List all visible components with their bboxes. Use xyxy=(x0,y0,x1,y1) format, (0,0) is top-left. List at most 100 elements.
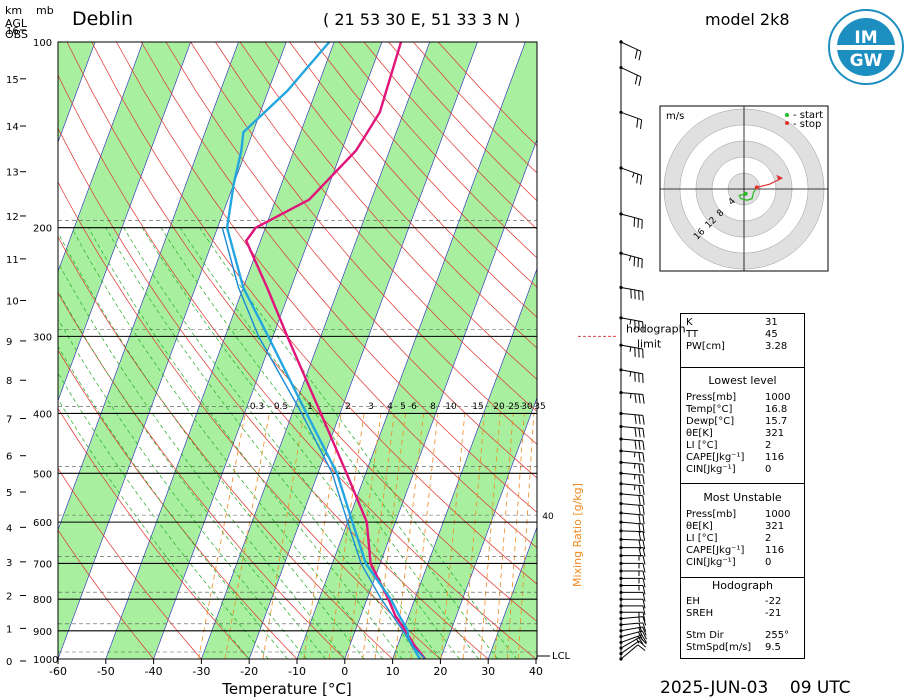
moist-adiabat xyxy=(88,227,403,659)
lowest-level-title: Lowest level xyxy=(708,374,777,387)
agl-label: AGL xyxy=(5,17,27,30)
isotherm-line xyxy=(58,42,239,531)
pressure-tick-label: 200 xyxy=(33,224,52,235)
mixing-ratio-label: 3 xyxy=(368,402,374,412)
km-tick-label: 7 xyxy=(6,414,12,425)
barb-full xyxy=(642,547,646,557)
index-label: TT xyxy=(686,329,699,340)
km-tick-label: 3 xyxy=(6,558,12,569)
barb-full xyxy=(638,440,641,450)
indices-basic: K 31 TT 45 PW[cm] 3.28 xyxy=(681,317,804,368)
barb-full xyxy=(642,523,645,534)
km-tick-label: 5 xyxy=(6,488,12,499)
index-value: 2 xyxy=(765,533,772,544)
barb-full xyxy=(634,427,637,437)
barb-shaft xyxy=(620,640,640,654)
barb-full xyxy=(634,49,638,59)
barb-full xyxy=(638,76,642,86)
barb-full xyxy=(638,539,642,550)
mixing-ratio-label: 35 xyxy=(534,402,545,412)
most-unstable-title: Most Unstable xyxy=(703,491,782,504)
barb-half xyxy=(629,319,632,325)
wind-barb xyxy=(620,344,644,359)
hodograph-arrow xyxy=(776,174,783,181)
barb-full xyxy=(638,623,643,633)
wind-barb xyxy=(620,392,645,404)
wind-barb-point xyxy=(619,623,623,627)
barb-shaft xyxy=(620,213,643,221)
wind-barb xyxy=(620,317,644,331)
barb-full xyxy=(641,630,647,640)
wind-barb xyxy=(621,555,646,565)
legend-start-dot xyxy=(785,113,789,117)
barb-full xyxy=(638,394,641,404)
barb-full xyxy=(642,578,646,588)
x-tick-label: -10 xyxy=(288,665,306,678)
isotherm-band xyxy=(201,42,478,659)
hodograph-start xyxy=(743,191,748,196)
mixing-ratio-label: 8 xyxy=(430,402,436,412)
station-title: Deblin xyxy=(72,8,133,30)
index-label: PW[cm] xyxy=(686,341,725,352)
moist-adiabat xyxy=(105,227,422,659)
dry-adiabat xyxy=(58,292,346,659)
index-label: Press[mb] xyxy=(686,392,737,403)
dry-adiabat xyxy=(239,42,537,380)
wind-barb xyxy=(620,41,642,61)
barb-full xyxy=(638,627,643,637)
mixing-ratio-axis-title: Mixing Ratio [g/kg] xyxy=(571,483,584,587)
index-label: CIN[Jkg⁻¹] xyxy=(686,464,736,475)
index-label: Temp[°C] xyxy=(686,404,733,415)
dry-adiabat xyxy=(58,529,154,659)
index-label: Dewp[°C] xyxy=(686,416,735,427)
wind-barb xyxy=(621,584,646,595)
wind-barb xyxy=(621,562,646,573)
mixing-ratio-label: 0.5 xyxy=(274,402,288,412)
x-tick-label: 0 xyxy=(341,665,348,678)
barb-full xyxy=(642,605,646,615)
hodograph-ring-label: 4 xyxy=(727,196,738,207)
valid-datetime: 2025-JUN-03 09 UTC xyxy=(660,678,851,698)
moist-adiabat xyxy=(71,227,384,659)
barb-full xyxy=(642,440,645,451)
wind-barb xyxy=(621,591,646,602)
mixing-ratio-label: 25 xyxy=(508,402,519,412)
index-label: CIN[Jkg⁻¹] xyxy=(686,557,736,568)
barb-full xyxy=(639,119,643,130)
barb-shaft xyxy=(620,426,643,429)
isotherm-line xyxy=(296,42,526,659)
x-tick-label: -50 xyxy=(97,665,115,678)
hodograph-limit-label: hodograph xyxy=(626,322,686,335)
index-value: 0 xyxy=(765,464,772,475)
barb-full xyxy=(638,414,641,425)
barb-shaft xyxy=(620,616,643,620)
pressure-tick-label: 100 xyxy=(33,38,52,49)
index-value: 45 xyxy=(765,329,778,340)
km-tick-label: 4 xyxy=(6,523,12,534)
wind-barb xyxy=(621,577,646,588)
barb-full xyxy=(642,495,645,506)
barb-shaft xyxy=(620,644,639,660)
wind-barb xyxy=(621,598,646,609)
km-tick-label: 0 xyxy=(6,657,12,668)
barb-full xyxy=(634,440,637,450)
barb-full xyxy=(642,531,646,541)
barb-full xyxy=(642,626,647,636)
barb-full xyxy=(636,118,639,128)
hodograph-limit-label: limit xyxy=(637,337,662,350)
barb-full xyxy=(638,485,641,495)
isotherm-line xyxy=(487,526,537,659)
wind-barb xyxy=(620,626,647,637)
mixing-ratio-label: 0.3 xyxy=(250,402,264,412)
barb-full xyxy=(634,75,638,85)
barb-shaft xyxy=(620,483,643,487)
isotherm-line xyxy=(248,42,478,659)
dry-adiabat xyxy=(58,236,393,659)
km-tick-label: 6 xyxy=(6,452,12,463)
x-tick-label: 20 xyxy=(433,665,447,678)
hodograph-ring-label: 8 xyxy=(715,208,726,219)
x-tick-label: -30 xyxy=(192,665,210,678)
plot-area xyxy=(58,42,537,659)
